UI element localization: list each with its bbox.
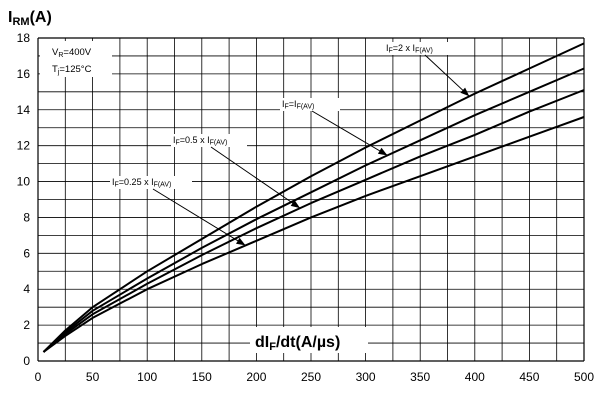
annotation-arrowhead — [236, 237, 246, 246]
series-label-1: IF=IF(AV) — [282, 99, 314, 111]
annotation-bg — [384, 42, 462, 55]
series — [42, 42, 585, 353]
x-tick-label: 300 — [356, 370, 376, 384]
x-tick-label: 500 — [574, 370, 594, 384]
annotation-bg — [280, 98, 340, 111]
series-line-1 — [42, 67, 585, 353]
x-tick-label: 50 — [86, 370, 100, 384]
series-line-0 — [42, 42, 585, 353]
y-tick-label: 4 — [23, 282, 30, 296]
x-tick-label: 350 — [410, 370, 430, 384]
conditions-box — [40, 41, 112, 77]
x-tick-label: 400 — [465, 370, 485, 384]
annotation-arrow — [152, 188, 246, 246]
y-tick-label: 14 — [17, 103, 31, 117]
series-line-2 — [42, 89, 585, 353]
x-tick-label: 0 — [35, 370, 42, 384]
series-line-3 — [42, 116, 585, 353]
y-tick-label: 12 — [17, 139, 31, 153]
condition-vr: VR=400V — [52, 47, 92, 59]
annotations: IF=2 x IF(AV) IF=IF(AV) IF=0.5 x IF(AV) IF=… — [110, 42, 470, 246]
annotation-arrowhead — [377, 147, 388, 156]
x-tick-label: 150 — [192, 370, 212, 384]
series-label-2: IF=0.5 x IF(AV) — [173, 135, 227, 147]
x-tick-label: 450 — [519, 370, 539, 384]
y-tick-label: 10 — [17, 175, 31, 189]
annotation-bg — [171, 134, 247, 147]
annotation-arrow — [424, 54, 470, 97]
y-tick-label: 0 — [23, 354, 30, 368]
x-tick-label: 100 — [137, 370, 157, 384]
grid — [37, 37, 585, 362]
annotation-arrow — [311, 110, 388, 156]
annotation-arrow — [210, 146, 301, 209]
y-tick-label: 18 — [17, 31, 31, 45]
y-tick-label: 16 — [17, 67, 31, 81]
annotation-bg — [110, 176, 192, 189]
annotation-arrowhead — [460, 87, 470, 97]
y-axis-title: IRM(A) — [8, 9, 52, 28]
y-tick-label: 8 — [23, 210, 30, 224]
ticks: 0 50 100 150 200 250 300 350 400 450 500 0 2 4 6 8 10 12 1… — [17, 31, 595, 384]
x-tick-label: 250 — [301, 370, 321, 384]
series-label-3: IF=0.25 x IF(AV) — [112, 177, 171, 189]
y-tick-label: 6 — [23, 246, 30, 260]
condition-tj: Tj=125°C — [52, 64, 92, 76]
annotation-arrowhead — [290, 200, 301, 209]
y-tick-label: 2 — [23, 318, 30, 332]
x-axis-title: dIF/dt(A/µs) — [255, 334, 340, 353]
series-label-0: IF=2 x IF(AV) — [386, 43, 433, 55]
x-title-bg — [250, 327, 368, 353]
x-tick-label: 200 — [246, 370, 266, 384]
